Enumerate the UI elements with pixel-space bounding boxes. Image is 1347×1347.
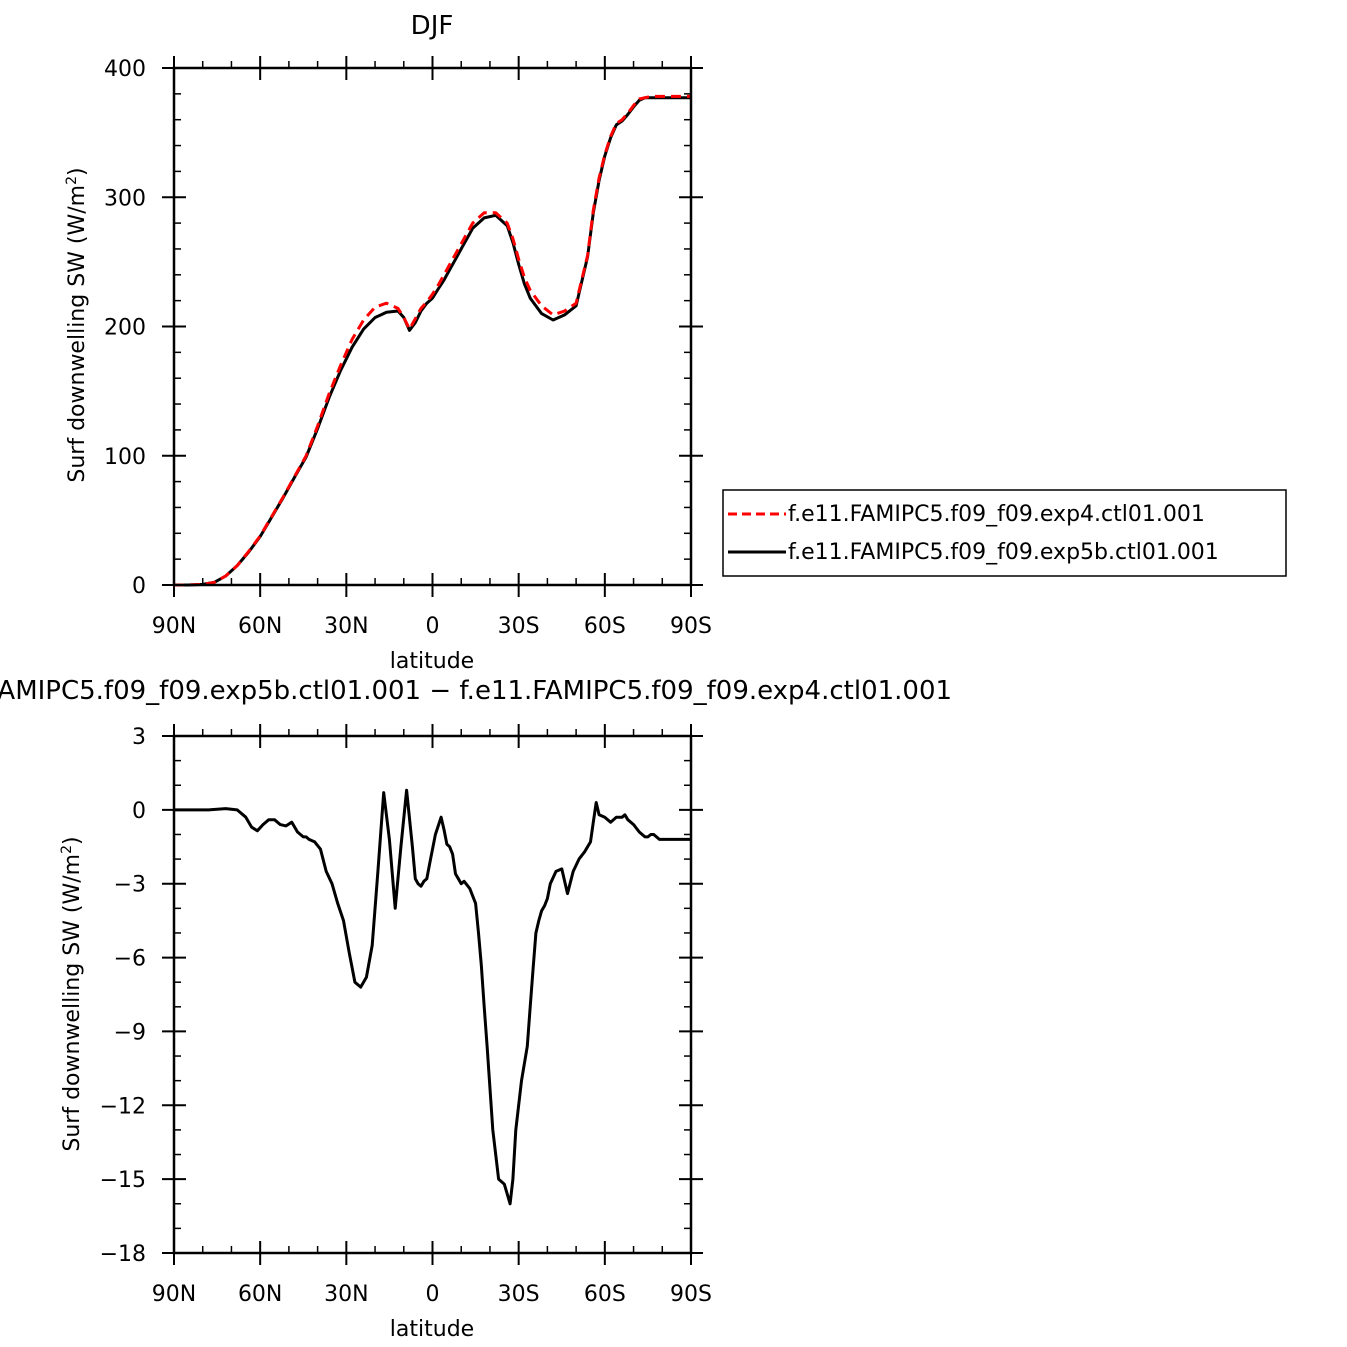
bottom-chart-y-tick-label: −9 [114, 1020, 146, 1045]
legend: f.e11.FAMIPC5.f09_f09.exp4.ctl01.001 f.e… [722, 489, 1287, 577]
legend-label-exp5b: f.e11.FAMIPC5.f09_f09.exp5b.ctl01.001 [788, 540, 1219, 565]
top-chart-tick-labels: 90N 60N 30N 0 30S 60S 90S 0 100 200 300 400 [104, 57, 712, 639]
top-chart-y-label: Surf downwelling SW (W/m2) [64, 167, 90, 482]
bottom-chart-y-tick-label: 0 [132, 799, 146, 824]
legend-box [722, 489, 1287, 577]
top-chart: DJF latitude Surf downwelling SW (W/m2) … [64, 11, 1287, 674]
top-chart-y-label-sup: 2 [64, 176, 80, 185]
legend-label-exp4: f.e11.FAMIPC5.f09_f09.exp4.ctl01.001 [788, 502, 1205, 527]
bottom-chart-series [174, 788, 691, 1206]
bottom-chart-x-tick-label: 90N [152, 1282, 196, 1307]
bottom-chart-y-tick-label: −12 [100, 1094, 146, 1119]
bottom-chart-plot-frame [172, 734, 693, 1255]
top-chart-x-label: latitude [390, 649, 474, 674]
top-chart-x-tick-label: 90S [670, 614, 712, 639]
bottom-chart-x-label: latitude [390, 1317, 474, 1342]
bottom-chart-x-tick-label: 60S [584, 1282, 626, 1307]
top-chart-plot-frame [172, 66, 693, 587]
top-chart-y-label-end: ) [65, 167, 90, 176]
top-chart-x-tick-label: 60N [238, 614, 282, 639]
top-chart-y-tick-label: 0 [132, 574, 146, 599]
top-chart-y-tick-label: 300 [104, 186, 146, 211]
top-chart-y-label-main: Surf downwelling SW (W/m [65, 185, 90, 483]
top-chart-series-line-1 [174, 94, 691, 587]
bottom-chart-y-tick-label: 3 [132, 725, 146, 750]
bottom-chart-x-tick-label: 90S [670, 1282, 712, 1307]
top-chart-title: DJF [411, 11, 454, 41]
bottom-chart-x-tick-label: 30N [324, 1282, 368, 1307]
top-chart-x-tick-label: 0 [426, 614, 440, 639]
top-chart-x-tick-label: 60S [584, 614, 626, 639]
top-chart-series [174, 94, 691, 587]
bottom-chart-series-line-1 [174, 788, 691, 1206]
top-chart-y-tick-label: 100 [104, 445, 146, 470]
bottom-chart-y-label-main: Surf downwelling SW (W/m [60, 854, 85, 1152]
bottom-chart-y-tick-label: −18 [100, 1242, 146, 1267]
bottom-chart-x-tick-label: 30S [498, 1282, 540, 1307]
top-chart-x-tick-label: 30S [498, 614, 540, 639]
top-chart-y-tick-label: 200 [104, 316, 146, 341]
bottom-chart-y-tick-label: −15 [100, 1168, 146, 1193]
bottom-chart-tick-labels: 90N 60N 30N 0 30S 60S 90S −18 −15 −12 −9 −6 −3 0 3 [100, 725, 712, 1307]
top-chart-x-tick-label: 30N [324, 614, 368, 639]
bottom-chart-y-label-sup: 2 [59, 845, 75, 854]
bottom-chart-y-label: Surf downwelling SW (W/m2) [59, 836, 85, 1151]
bottom-chart-y-tick-label: −3 [114, 873, 146, 898]
bottom-chart-title: f.e11.FAMIPC5.f09_f09.exp5b.ctl01.001 − … [0, 676, 952, 706]
bottom-chart: f.e11.FAMIPC5.f09_f09.exp5b.ctl01.001 − … [0, 676, 952, 1342]
bottom-chart-x-tick-label: 0 [426, 1282, 440, 1307]
bottom-chart-y-label-end: ) [60, 836, 85, 845]
bottom-chart-y-tick-label: −6 [114, 947, 146, 972]
bottom-chart-ticks [162, 724, 703, 1265]
top-chart-x-tick-label: 90N [152, 614, 196, 639]
bottom-chart-x-tick-label: 60N [238, 1282, 282, 1307]
top-chart-y-tick-label: 400 [104, 57, 146, 82]
